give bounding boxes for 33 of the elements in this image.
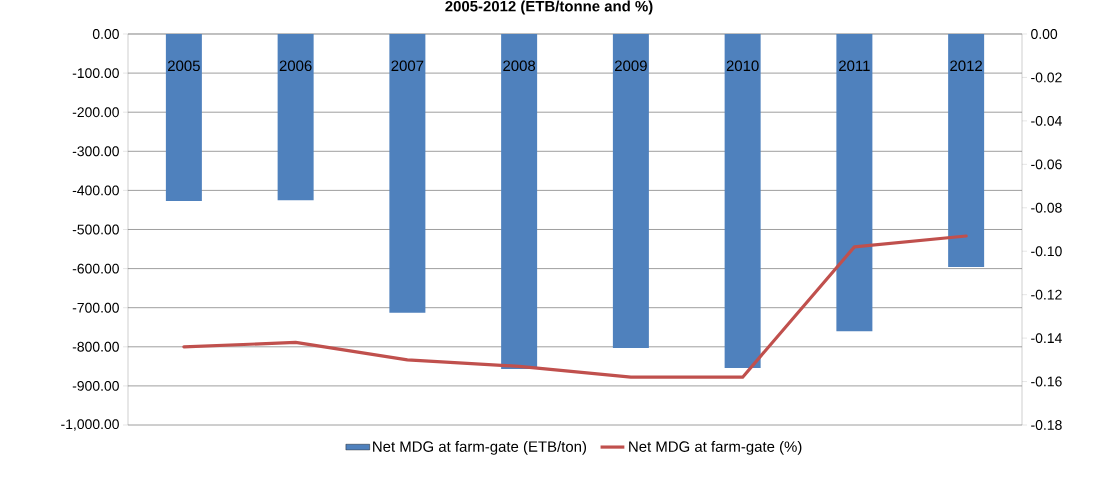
y2-tick-label: -0.10	[1031, 246, 1062, 257]
y-tick-label: -100.00	[72, 68, 119, 79]
y2-tick-label: -0.08	[1031, 202, 1062, 213]
y2-tick-label: -0.12	[1031, 289, 1062, 300]
x-tick-label: 2007	[391, 60, 424, 72]
y2-tick-label: -0.16	[1031, 376, 1062, 387]
y-tick-label: -500.00	[72, 224, 119, 235]
legend-label: Net MDG at farm-gate (%)	[629, 440, 802, 455]
y2-tick-label: -0.18	[1031, 420, 1062, 430]
y-tick-label: -200.00	[72, 107, 119, 118]
y-tick-label: -900.00	[72, 380, 119, 391]
y2-tick-label: 0.00	[1031, 29, 1058, 39]
y-tick-label: -1,000.00	[61, 419, 119, 431]
y-tick-label: 0.00	[92, 29, 119, 39]
y-tick-label: -700.00	[72, 302, 119, 313]
y-tick-label: -600.00	[72, 263, 119, 274]
x-tick-label: 2012	[950, 60, 982, 72]
x-tick-label: 2011	[839, 60, 870, 72]
x-tick-label: 2009	[615, 60, 647, 72]
x-tick-label: 2005	[168, 60, 200, 72]
y2-tick-label: -0.02	[1031, 72, 1062, 83]
x-tick-label: 2006	[279, 60, 312, 72]
line-series	[182, 234, 968, 379]
y2-tick-label: -0.04	[1031, 115, 1062, 126]
x-tick-label: 2008	[503, 60, 536, 72]
chart-title: 2005-2012 (ETB/tonne and %)	[445, 0, 653, 15]
y-tick-label: -400.00	[72, 185, 119, 196]
legend-label: Net MDG at farm-gate (ETB/ton)	[373, 440, 587, 455]
x-tick-label: 2010	[726, 60, 759, 72]
y-tick-label: -300.00	[72, 146, 119, 157]
y2-tick-label: -0.06	[1031, 159, 1062, 170]
y-tick-label: -800.00	[72, 341, 119, 352]
y2-tick-label: -0.14	[1031, 333, 1062, 344]
